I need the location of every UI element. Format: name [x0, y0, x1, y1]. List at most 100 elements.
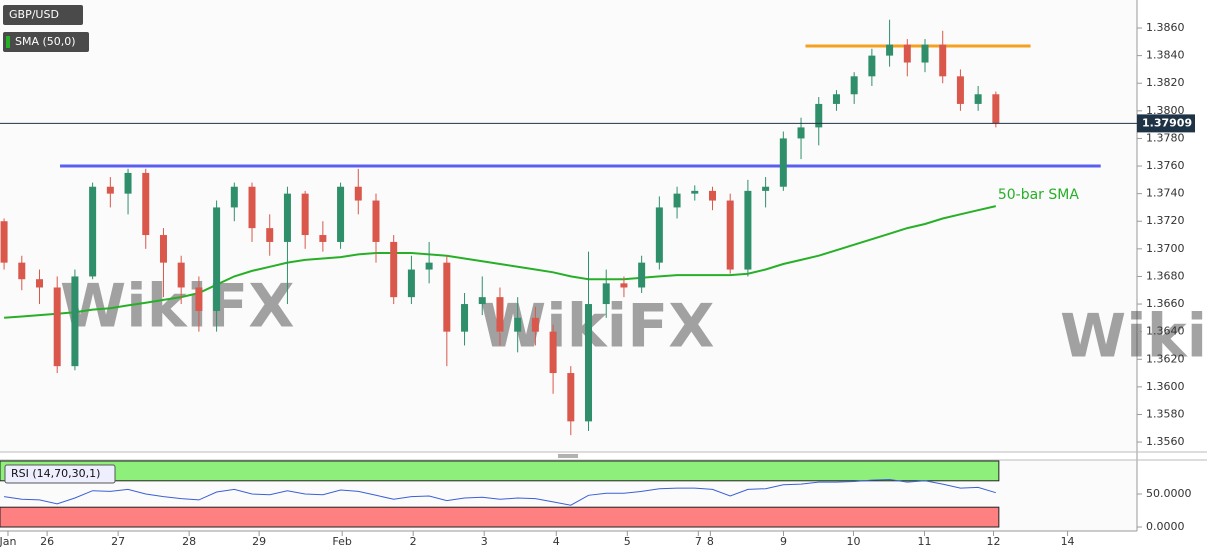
watermark: WikiFX	[60, 272, 294, 342]
last-price-label: 1.37909	[1142, 116, 1192, 129]
candle-body	[514, 317, 522, 332]
candle-body	[159, 235, 167, 263]
rsi-line	[4, 478, 996, 506]
legend-swatch	[6, 36, 10, 48]
x-tick-label: 29	[252, 535, 266, 548]
y-tick-label: 1.3780	[1146, 131, 1185, 144]
candle-body	[726, 200, 734, 270]
title-box	[3, 5, 83, 25]
y-tick-label: 0.0000	[1146, 520, 1185, 533]
candle-body	[106, 186, 114, 194]
candle-body	[53, 287, 61, 367]
candle-body	[691, 190, 699, 194]
y-tick-label: 1.3840	[1146, 49, 1185, 62]
rsi-band	[0, 460, 1000, 482]
candle-body	[195, 287, 203, 311]
candle-body	[797, 127, 805, 139]
y-tick-label: 1.3580	[1146, 407, 1185, 420]
x-tick-label: Feb	[332, 535, 351, 548]
x-tick-label: 27	[111, 535, 125, 548]
candle-body	[974, 94, 982, 104]
candle-body	[478, 297, 486, 305]
candle-body	[585, 304, 593, 422]
candle-body	[903, 44, 911, 63]
x-tick-label: 12	[987, 535, 1001, 548]
candle-body	[655, 207, 663, 263]
candle-body	[956, 76, 964, 104]
candle-body	[390, 241, 398, 298]
candle-body	[71, 276, 79, 367]
x-tick-label: 14	[1061, 535, 1075, 548]
candle-body	[124, 172, 132, 194]
x-tick-label: 7	[695, 535, 702, 548]
candle-body	[0, 221, 8, 263]
candle-body	[673, 193, 681, 208]
y-tick-label: 1.3800	[1146, 104, 1185, 117]
candle-body	[301, 193, 309, 236]
x-tick-label: 2	[410, 535, 417, 548]
candle-body	[992, 94, 1000, 124]
x-tick-label: Jan	[0, 535, 16, 548]
candle-body	[337, 186, 345, 242]
legend-box	[3, 32, 89, 52]
candle-body	[921, 44, 929, 63]
chart-title: GBP/USD	[9, 8, 59, 21]
rsi-title: RSI (14,70,30,1)	[11, 467, 100, 480]
x-tick-label: 10	[846, 535, 860, 548]
x-tick-label: 11	[917, 535, 931, 548]
last-price-box	[1137, 114, 1195, 133]
watermark: WikiFX	[1060, 302, 1207, 372]
title-box	[4, 464, 116, 484]
candle-body	[549, 331, 557, 374]
x-tick-label: 9	[780, 535, 787, 548]
rsi-band	[0, 506, 1000, 528]
resize-grip[interactable]	[558, 454, 578, 458]
x-tick-label: 5	[624, 535, 631, 548]
candle-body	[496, 297, 504, 332]
candle-body	[886, 44, 894, 56]
sma-line	[4, 205, 997, 319]
candle-body	[230, 186, 238, 208]
y-tick-label: 1.3820	[1146, 76, 1185, 89]
y-tick-label: 1.3640	[1146, 325, 1185, 338]
y-tick-label: 1.3680	[1146, 269, 1185, 282]
x-tick-label: 28	[182, 535, 196, 548]
y-tick-label: 1.3720	[1146, 214, 1185, 227]
candle-body	[638, 262, 646, 288]
candle-body	[372, 200, 380, 242]
candle-body	[177, 262, 185, 288]
candle-body	[407, 269, 415, 298]
candle-body	[832, 94, 840, 104]
y-tick-label: 1.3740	[1146, 187, 1185, 200]
candle-body	[744, 190, 752, 270]
x-tick-label: 4	[553, 535, 560, 548]
y-tick-label: 1.3620	[1146, 352, 1185, 365]
x-tick-label: 26	[40, 535, 54, 548]
annotation: 50-bar SMA	[998, 187, 1080, 203]
y-tick-label: 1.3700	[1146, 242, 1185, 255]
candle-body	[18, 262, 26, 280]
candle-body	[283, 193, 291, 242]
candle-body	[567, 373, 575, 422]
candle-body	[443, 262, 451, 332]
candle-body	[461, 304, 469, 332]
candle-body	[531, 317, 539, 332]
y-tick-label: 1.3760	[1146, 159, 1185, 172]
x-tick-label: 8	[707, 535, 714, 548]
candle-body	[266, 228, 274, 242]
candle-body	[762, 186, 770, 191]
candle-body	[425, 262, 433, 270]
candle-body	[142, 172, 150, 236]
candle-body	[620, 283, 628, 288]
candle-body	[939, 44, 947, 77]
y-tick-label: 1.3560	[1146, 435, 1185, 448]
y-tick-label: 1.3660	[1146, 297, 1185, 310]
legend-label: SMA (50,0)	[15, 35, 76, 48]
candle-body	[354, 186, 362, 201]
candle-body	[248, 186, 256, 229]
candle-body	[850, 76, 858, 95]
candle-body	[602, 283, 610, 305]
candle-body	[213, 207, 221, 311]
